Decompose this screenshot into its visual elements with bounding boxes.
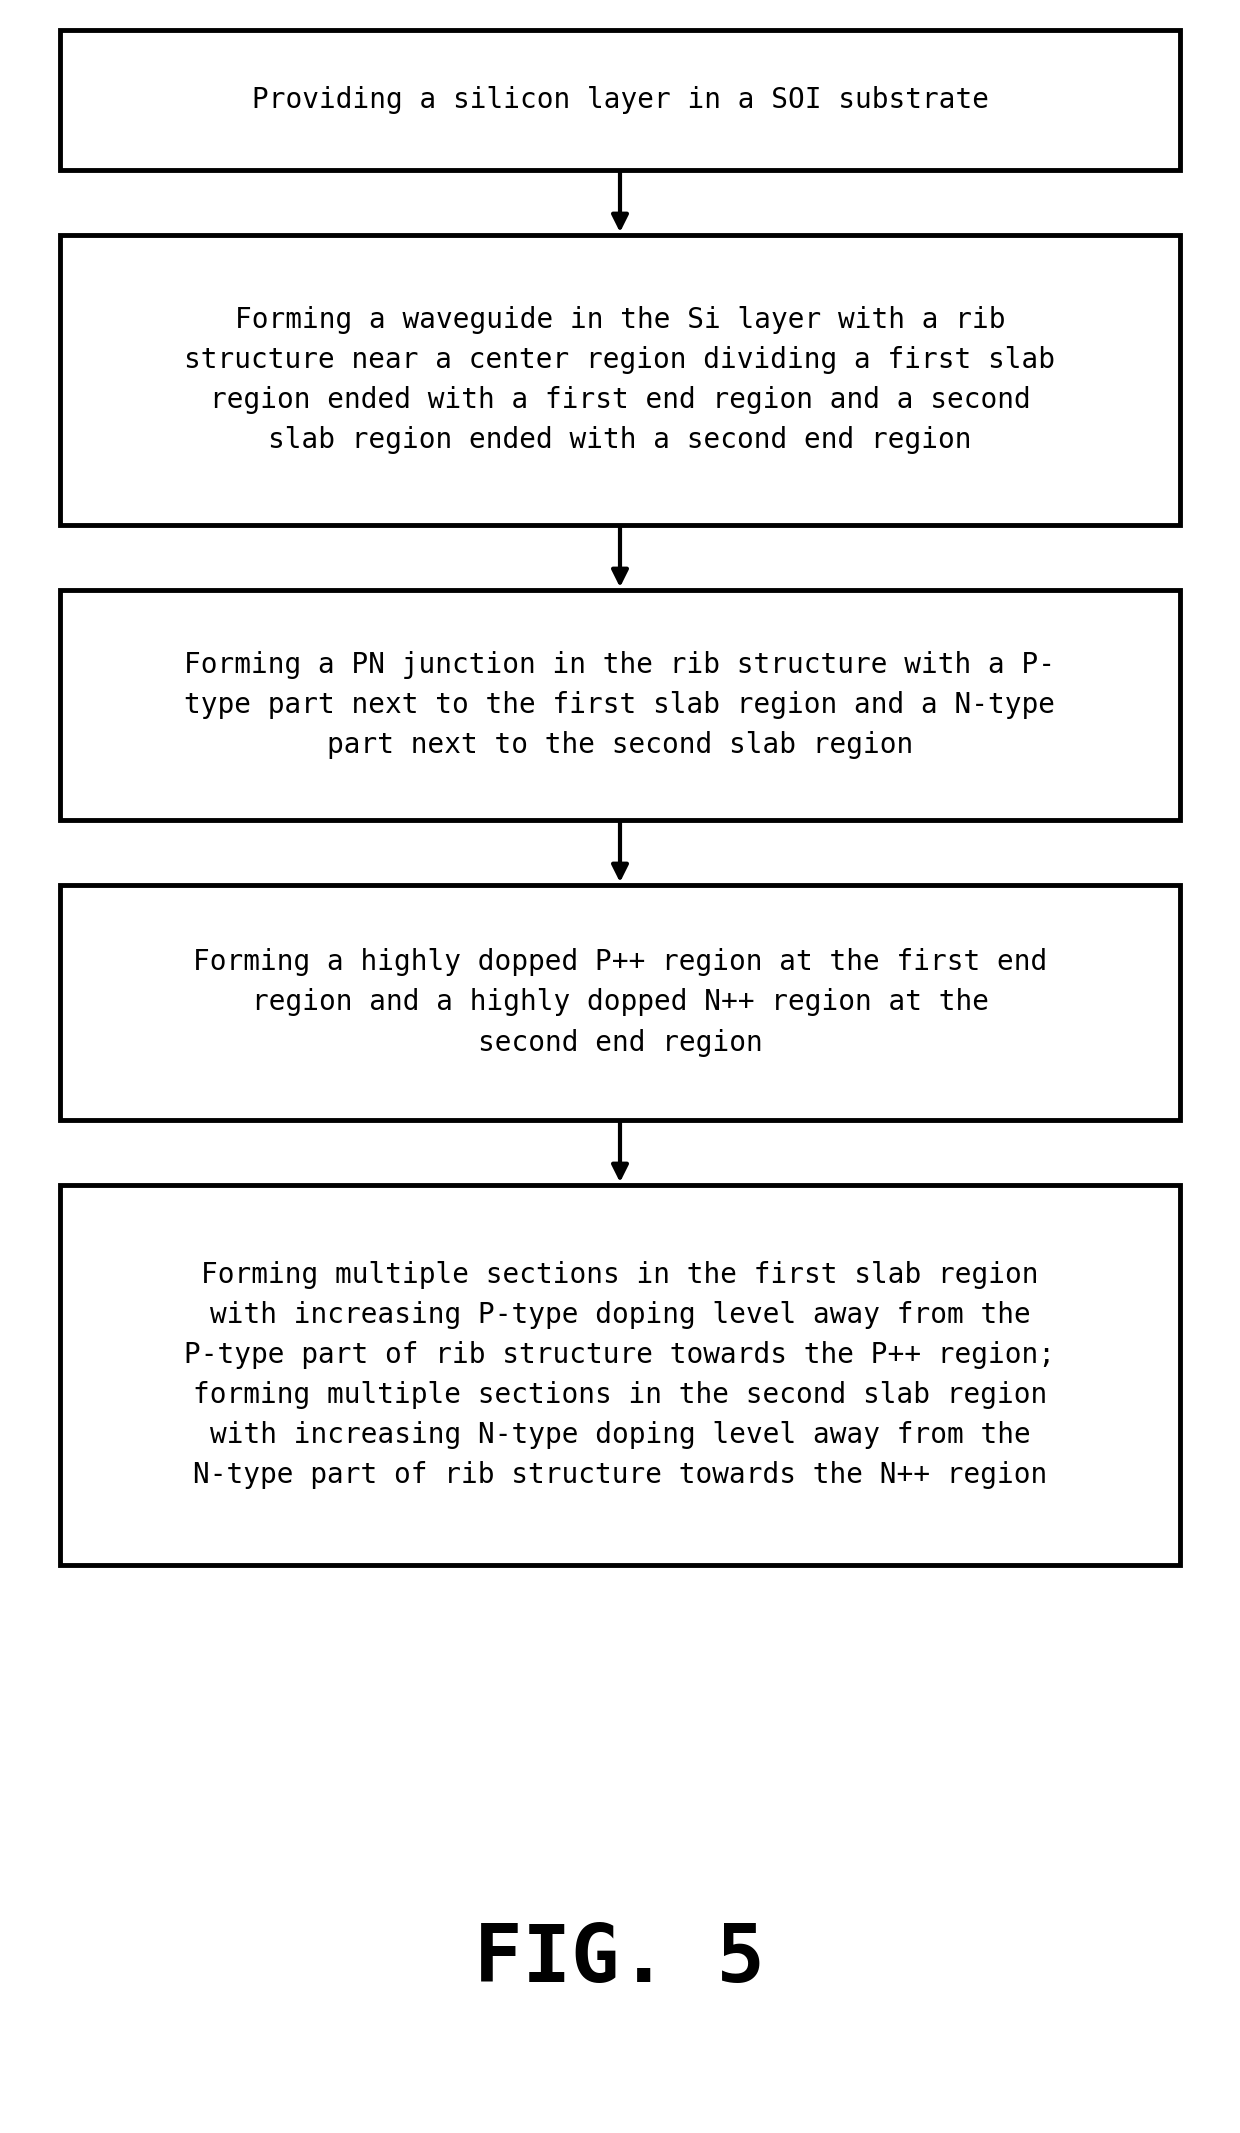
- Text: FIG. 5: FIG. 5: [475, 1922, 765, 1999]
- Text: Forming multiple sections in the first slab region
with increasing P-type doping: Forming multiple sections in the first s…: [185, 1261, 1055, 1489]
- Bar: [60, 591, 1180, 819]
- Bar: [60, 30, 1180, 171]
- Bar: [60, 885, 1180, 1120]
- Text: Providing a silicon layer in a SOI substrate: Providing a silicon layer in a SOI subst…: [252, 85, 988, 113]
- Bar: [60, 235, 1180, 525]
- Text: Forming a PN junction in the rib structure with a P-
type part next to the first: Forming a PN junction in the rib structu…: [185, 651, 1055, 759]
- Bar: [60, 1186, 1180, 1566]
- Text: Forming a highly dopped P++ region at the first end
region and a highly dopped N: Forming a highly dopped P++ region at th…: [193, 949, 1047, 1056]
- Text: Forming a waveguide in the Si layer with a rib
structure near a center region di: Forming a waveguide in the Si layer with…: [185, 305, 1055, 454]
